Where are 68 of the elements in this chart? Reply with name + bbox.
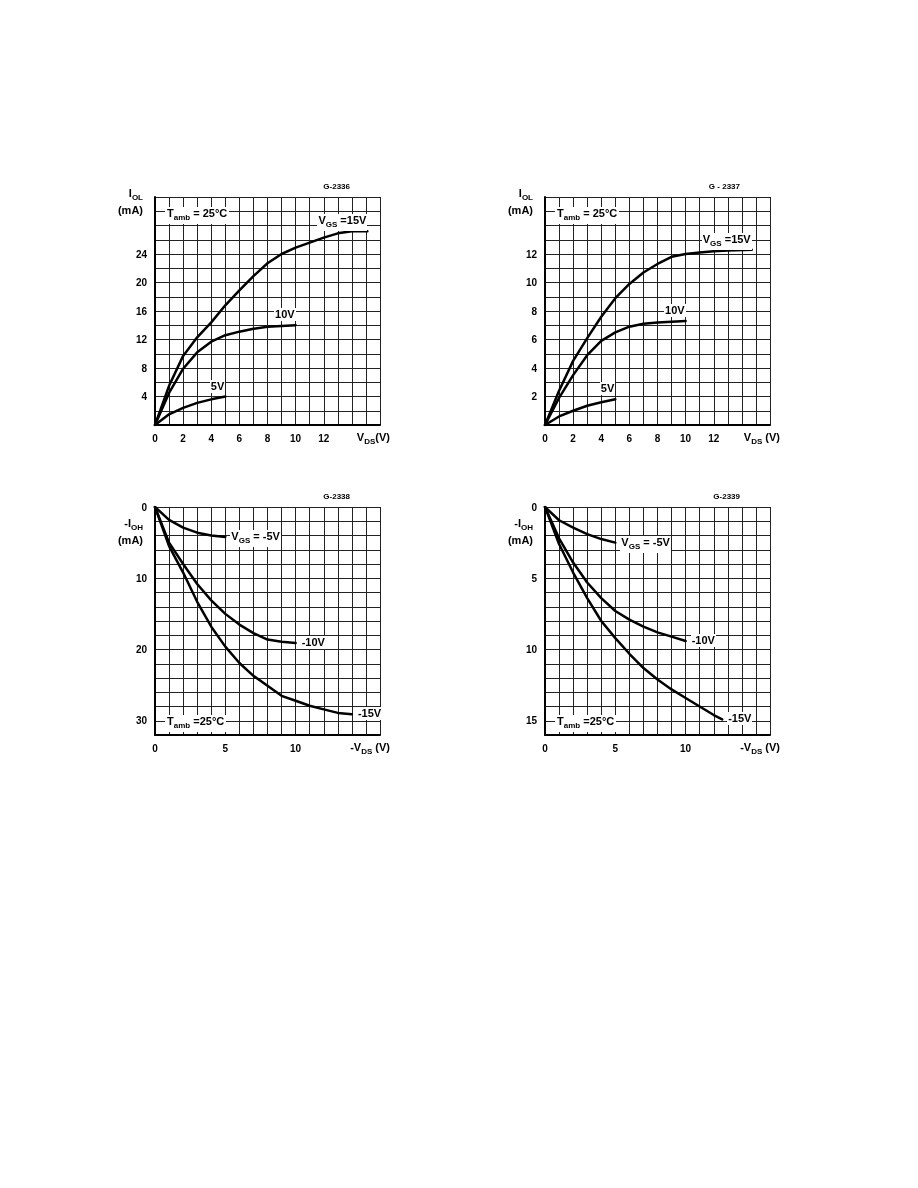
y-tick-label: 10 (135, 572, 148, 584)
y-axis-title: I$_{OL}$ (mA) (117, 187, 143, 218)
annotation: T$_{amb}$ =25°C (165, 715, 227, 733)
x-tick-label: 12 (318, 432, 330, 444)
series-label: -15V (727, 712, 753, 726)
y-tick-label: 24 (135, 248, 148, 260)
x-tick-label: 0 (152, 432, 159, 444)
series-label: -15V (356, 707, 383, 721)
x-tick-label: 0 (152, 742, 159, 754)
y-axis-title: -I$_{OH}$ (mA) (117, 517, 143, 548)
x-tick-label: 2 (570, 432, 577, 444)
y-tick-label: 6 (531, 334, 538, 345)
y-tick-label: 4 (141, 391, 148, 402)
y-tick-label: 10 (525, 644, 538, 655)
x-tick-label: 4 (208, 432, 215, 444)
text: G-2336 (323, 181, 351, 191)
x-axis-title: V$_{DS}$(V) (356, 431, 390, 449)
x-tick-label: 6 (236, 432, 243, 444)
text: G - 2337 (708, 181, 741, 191)
x-tick-label: 8 (264, 432, 271, 444)
x-tick-label: 6 (626, 432, 633, 444)
y-tick-label: 8 (531, 305, 538, 317)
series-label: 10V (274, 308, 296, 322)
x-tick-label: 5 (222, 742, 229, 754)
y-tick-label: 10 (525, 277, 538, 288)
text: G-2339 (713, 491, 741, 501)
series-label: V$_{GS}$ =15V (701, 232, 752, 250)
y-tick-label: 0 (531, 501, 538, 513)
series-label: -10V (690, 633, 716, 647)
annotation: T$_{amb}$ = 25°C (555, 207, 620, 225)
text: G-2338 (323, 491, 351, 501)
series-label: -10V (300, 636, 326, 650)
y-tick-label: 12 (525, 248, 538, 260)
x-tick-label: 10 (680, 742, 692, 754)
y-tick-label: 12 (135, 334, 148, 345)
y-axis-title: I$_{OL}$ (mA) (507, 187, 533, 218)
x-tick-label: 5 (612, 742, 619, 754)
annotation: T$_{amb}$ =25°C (555, 715, 617, 733)
annotation: T$_{amb}$ = 25°C (165, 207, 230, 225)
series-label: 5V (599, 382, 616, 396)
y-tick-label: 20 (135, 644, 148, 655)
x-tick-label: 10 (680, 432, 692, 444)
x-tick-label: 10 (290, 432, 302, 444)
x-tick-label: 4 (598, 432, 605, 444)
y-tick-label: 20 (135, 277, 148, 288)
y-axis-title: -I$_{OH}$ (mA) (507, 517, 533, 548)
series-label: 5V (209, 379, 226, 393)
x-axis-title: -V$_{DS}$ (V) (740, 741, 780, 759)
series-label: V$_{GS}$ = -5V (230, 529, 281, 548)
y-tick-label: 16 (135, 305, 148, 317)
y-tick-label: 0 (141, 501, 148, 513)
x-tick-label: 0 (542, 742, 549, 754)
y-tick-label: 4 (531, 362, 538, 374)
x-axis-title: V$_{DS}$ (V) (743, 431, 780, 449)
y-tick-label: 2 (531, 391, 538, 402)
series-label: 10V (664, 303, 686, 317)
y-tick-label: 15 (525, 715, 538, 727)
series-label: V$_{GS}$ = -5V (620, 535, 671, 553)
x-tick-label: 2 (180, 432, 187, 444)
x-tick-label: 8 (654, 432, 661, 444)
x-tick-label: 12 (708, 432, 720, 444)
x-axis-title: -V$_{DS}$ (V) (350, 741, 390, 759)
series-label: V$_{GS}$ =15V (317, 214, 368, 232)
y-tick-label: 8 (141, 362, 148, 374)
x-tick-label: 0 (542, 432, 549, 444)
y-tick-label: 30 (135, 715, 148, 727)
x-tick-label: 10 (290, 742, 302, 754)
y-tick-label: 5 (531, 572, 538, 584)
